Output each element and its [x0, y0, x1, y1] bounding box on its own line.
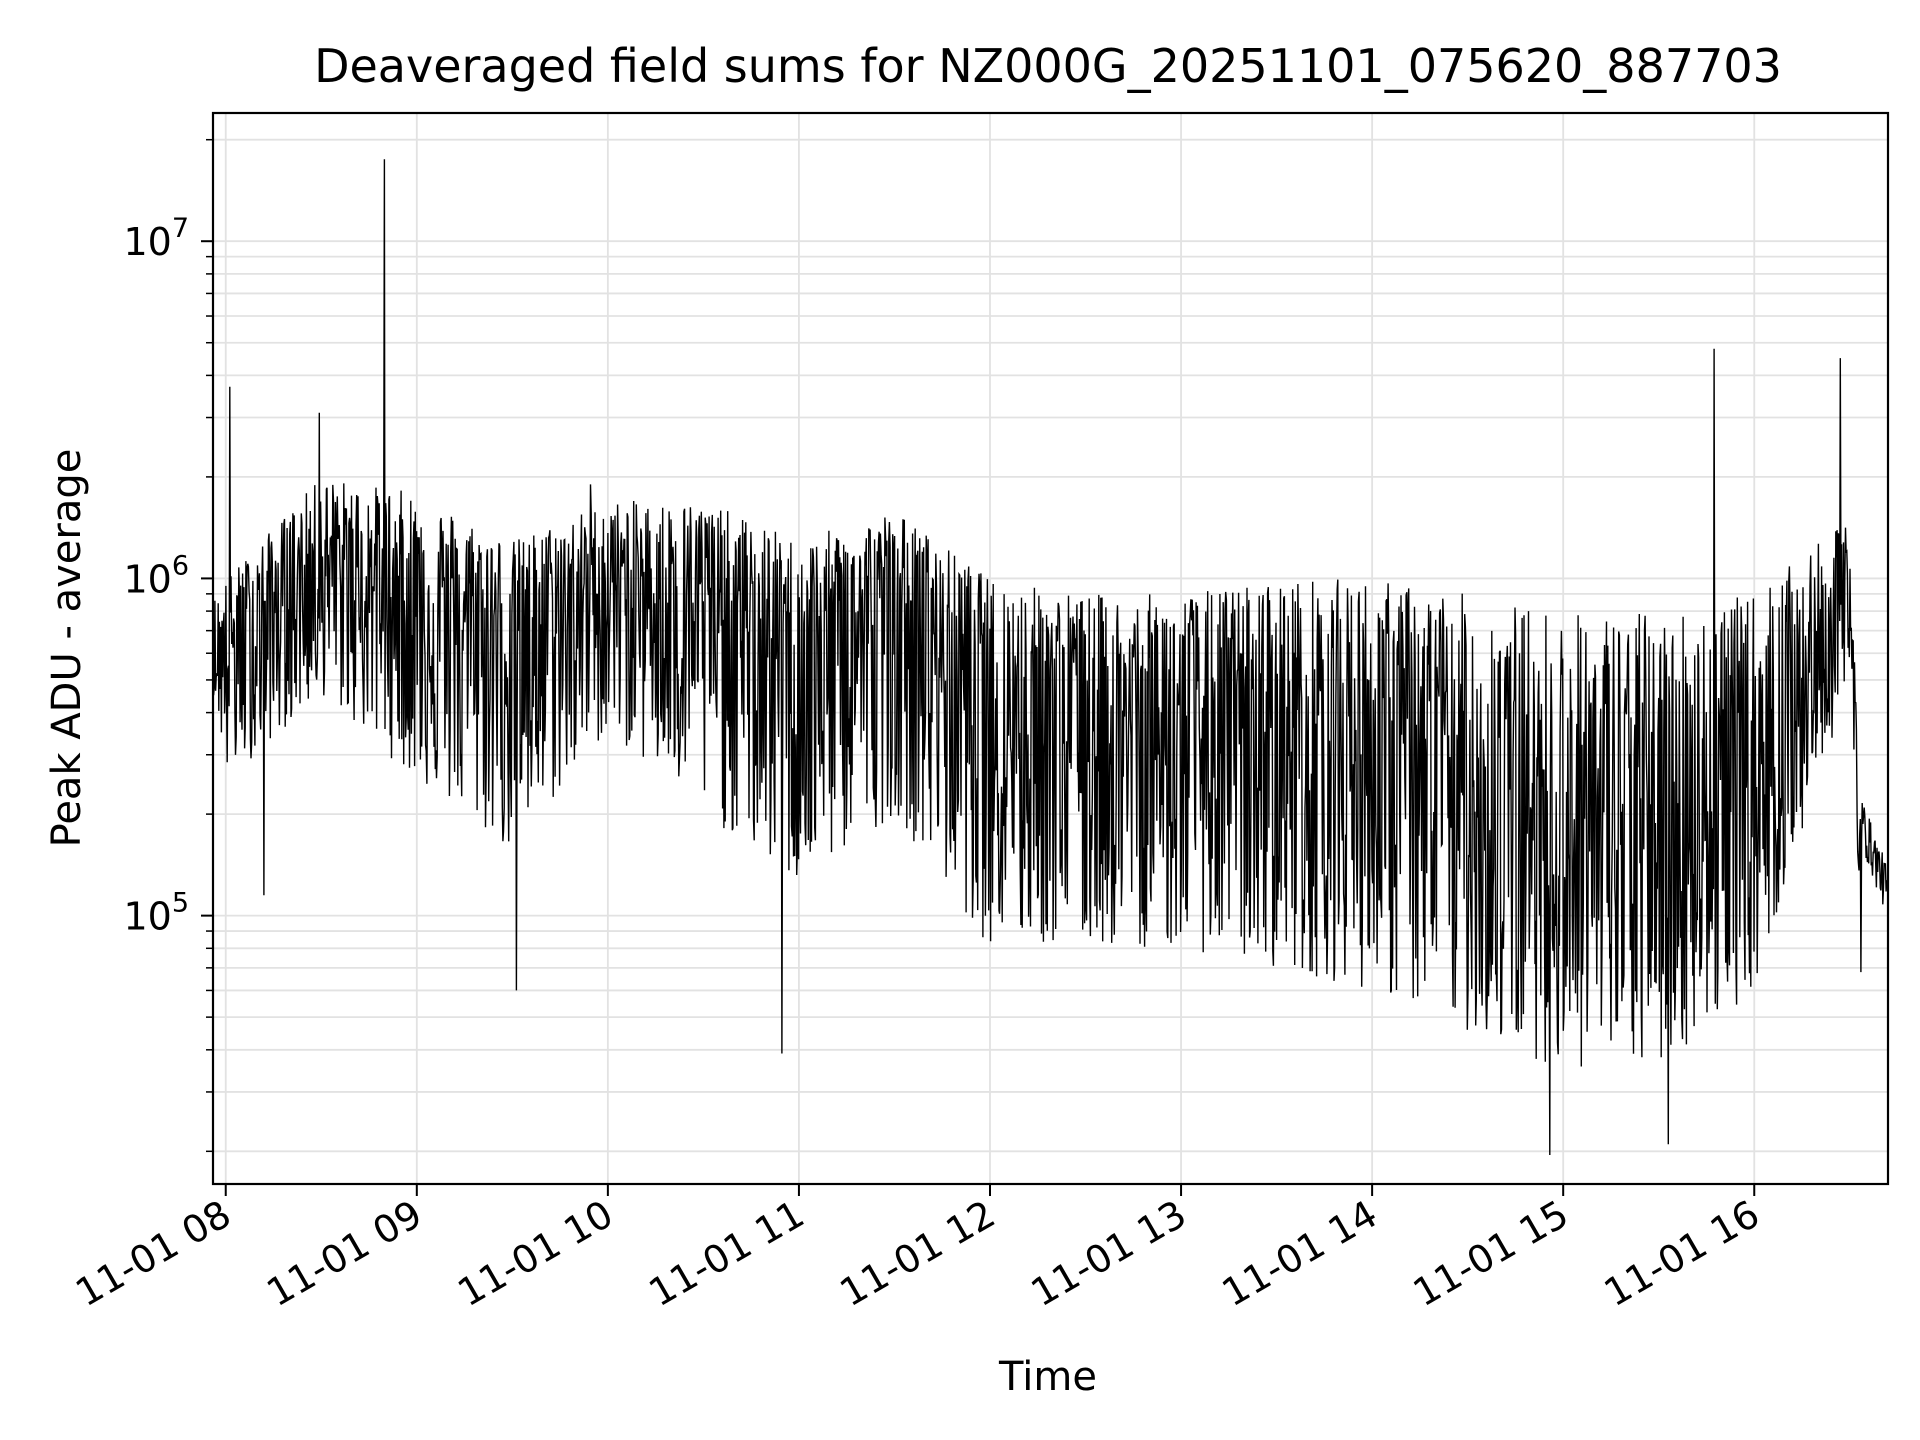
- y-axis-ticks: 105 106 107: [123, 138, 213, 1153]
- chart-title: Deaveraged field sums for NZ000G_2025110…: [314, 39, 1782, 93]
- data-series: [213, 159, 1888, 1156]
- y-tick-label: 105: [123, 888, 189, 939]
- plot-frame: [211, 111, 1890, 1186]
- y-tick-label: 107: [123, 213, 189, 264]
- y-tick-label: 106: [123, 550, 189, 601]
- x-axis-label: Time: [998, 1354, 1097, 1400]
- plot-area: [211, 111, 1890, 1186]
- y-axis-label: Peak ADU - average: [44, 449, 90, 848]
- series-line: [213, 159, 1888, 1156]
